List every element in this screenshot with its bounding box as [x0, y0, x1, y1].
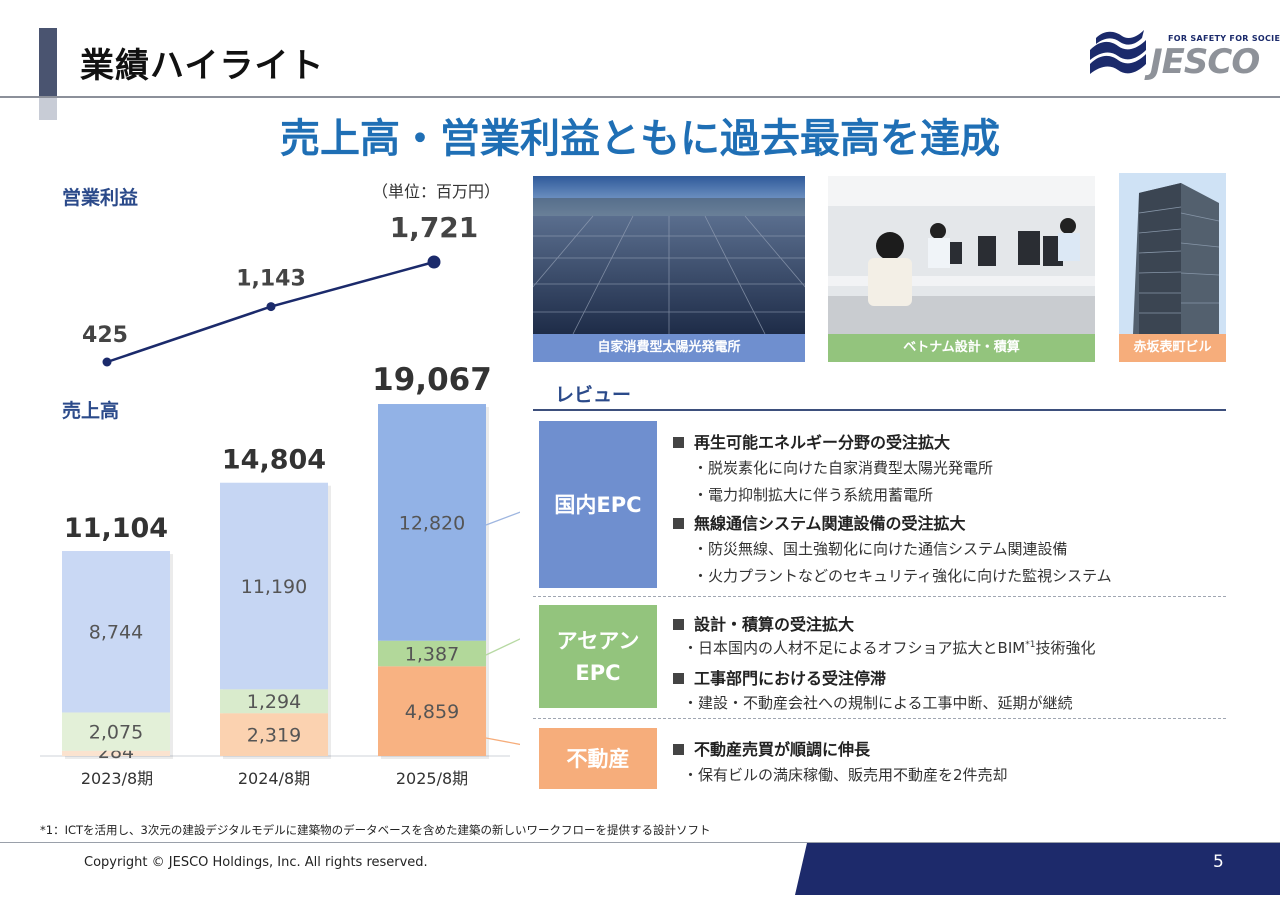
segment-domestic-epc: 国内EPC — [539, 421, 657, 588]
bar-total-label: 19,067 — [372, 362, 492, 398]
bullet-sub: ・防災無線、国土強靭化に向けた通信システム関連設備 — [693, 540, 1068, 558]
bullet-sub: ・脱炭素化に向けた自家消費型太陽光発電所 — [693, 459, 994, 477]
bar-value-label: 2,319 — [247, 725, 301, 747]
operating-profit-value-label: 1,721 — [390, 211, 479, 244]
footer-band — [795, 843, 1280, 895]
review-divider — [533, 409, 1226, 411]
bullet-heading: 再生可能エネルギー分野の受注拡大 — [673, 429, 950, 453]
unit-note: （単位：百万円） — [372, 182, 501, 201]
bar-value-label: 4,859 — [405, 701, 459, 723]
footer-divider — [0, 842, 1280, 843]
segment-asean-label-line1: アセアン — [556, 628, 640, 653]
logo-wordmark: JESCO — [1150, 42, 1260, 82]
bar-segment-asean_epc — [220, 689, 328, 714]
segment-divider — [533, 718, 1226, 719]
net-sales-label: 売上高 — [62, 400, 120, 422]
bar-total-label: 14,804 — [222, 445, 326, 476]
bullet-heading: 無線通信システム関連設備の受注拡大 — [673, 510, 966, 534]
bar-segment-asean_epc — [62, 712, 170, 751]
bar-segment-asean_epc — [378, 640, 486, 667]
operating-profit-point — [427, 255, 441, 269]
bar-value-label: 2,075 — [89, 722, 143, 744]
header-accent-bar-lower — [39, 96, 57, 120]
bullet-sub: ・火力プラントなどのセキュリティ強化に向けた監視システム — [693, 567, 1112, 585]
segment-connector — [485, 638, 520, 656]
bar-value-label: 8,744 — [89, 622, 143, 644]
bullet-sub: ・保有ビルの満床稼働、販売用不動産を2件売却 — [683, 766, 1008, 784]
segment-domestic-epc-label: 国内EPC — [554, 492, 642, 517]
operating-profit-point — [266, 302, 276, 312]
page-title: 業績ハイライト — [80, 46, 325, 86]
bullet-heading: 工事部門における受注停滞 — [673, 665, 886, 689]
page-number: 5 — [1213, 852, 1224, 872]
footnote: *1：ICTを活用し、3次元の建設デジタルモデルに建築物のデータベースを含めた建… — [40, 823, 711, 837]
bar-segment-real_estate — [62, 750, 170, 756]
net-sales-bar-chart: 2842,0758,74411,1042023/8期2,3191,29411,1… — [40, 362, 520, 788]
segment-real-estate: 不動産 — [539, 728, 657, 789]
bullet-heading: 不動産売買が順調に伸長 — [673, 736, 870, 760]
bar-value-label: 11,190 — [241, 576, 307, 598]
logo-tagline: FOR SAFETY FOR SOCIETY — [1168, 34, 1280, 43]
operating-profit-label: 営業利益 — [62, 187, 139, 209]
bullet-sub: ・建設・不動産会社への規制による工事中断、延期が継続 — [683, 694, 1073, 712]
bar-total-label: 11,104 — [64, 513, 168, 544]
photo-caption-solar: 自家消費型太陽光発電所 — [533, 334, 805, 362]
x-tick-label: 2025/8期 — [396, 769, 468, 788]
bar-segment-real_estate — [220, 713, 328, 756]
segment-connector — [485, 511, 520, 526]
vietnam-office-photo — [828, 176, 1095, 334]
bar-segment-domestic_epc — [220, 482, 328, 690]
segment-connector — [485, 737, 520, 746]
bar-value-label: 12,820 — [399, 512, 465, 534]
bar-value-label: 1,294 — [247, 691, 301, 713]
copyright: Copyright © JESCO Holdings, Inc. All rig… — [84, 855, 428, 870]
headline: 売上高・営業利益ともに過去最高を達成 — [280, 116, 1000, 162]
review-label: レビュー — [555, 384, 632, 406]
bullet-sub: ・電力抑制拡大に伴う系統用蓄電所 — [693, 486, 934, 504]
photo-caption-vietnam: ベトナム設計・積算 — [828, 334, 1095, 362]
bullet-heading: 設計・積算の受注拡大 — [673, 611, 854, 635]
bar-value-label: 1,387 — [405, 643, 459, 665]
operating-profit-point — [102, 357, 112, 367]
segment-asean-epc: アセアン EPC — [539, 605, 657, 708]
x-tick-label: 2023/8期 — [81, 769, 153, 788]
operating-profit-value-label: 425 — [82, 323, 128, 348]
operating-profit-line-chart: 425 1,143 1,721 — [82, 211, 479, 367]
segment-asean-label-line2: EPC — [575, 660, 621, 685]
jesco-logo-icon — [1090, 30, 1146, 74]
header-divider — [0, 96, 1280, 98]
bar-segment-domestic_epc — [378, 404, 486, 641]
segment-real-estate-label: 不動産 — [566, 746, 630, 771]
akasaka-building-photo — [1119, 173, 1226, 334]
x-tick-label: 2024/8期 — [238, 769, 310, 788]
segment-divider — [533, 596, 1226, 597]
solar-plant-photo — [533, 176, 805, 334]
operating-profit-value-label: 1,143 — [236, 267, 306, 292]
bar-segment-domestic_epc — [62, 551, 170, 713]
bar-segment-real_estate — [378, 666, 486, 756]
bullet-sub-bim: ・日本国内の人材不足によるオフショア拡大とBIM*1技術強化 — [683, 639, 1096, 657]
photo-caption-akasaka: 赤坂表町ビル — [1119, 334, 1226, 362]
